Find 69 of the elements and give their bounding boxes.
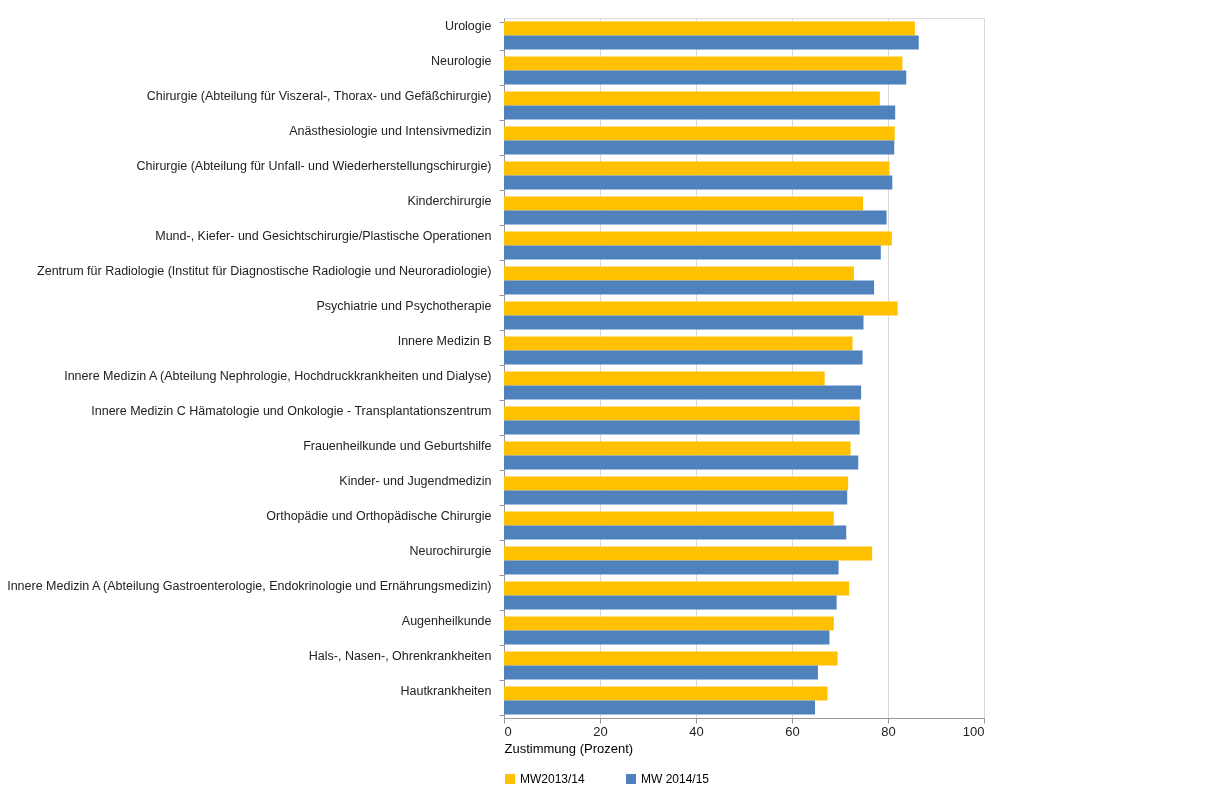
y-tick-label: Mund-, Kiefer- und Gesichtschirurgie/Plastische Operationen: [155, 229, 492, 243]
bar: [504, 476, 849, 491]
bar: [504, 420, 860, 435]
legend-label: MW 2014/15: [641, 772, 710, 786]
bar: [504, 105, 896, 120]
bar: [504, 560, 839, 575]
bar: [504, 665, 818, 680]
x-tick-label: 80: [881, 723, 896, 739]
y-tick-label: Anästhesiologie und Intensivmedizin: [289, 124, 492, 138]
bar: [504, 280, 875, 295]
bar: [504, 616, 834, 631]
bar: [504, 630, 830, 645]
bar: [504, 161, 890, 176]
y-tick-label: Hautkrankheiten: [400, 684, 492, 698]
y-tick-label: Kinderchirurgie: [407, 194, 492, 208]
bar: [504, 210, 887, 225]
y-tick-label: Psychiatrie und Psychotherapie: [316, 299, 492, 313]
bar: [504, 126, 895, 141]
y-tick-label: Neurologie: [431, 54, 492, 68]
x-tick-label: 60: [785, 723, 800, 739]
bar: [504, 350, 863, 365]
bar: [504, 525, 847, 540]
y-tick-label: Innere Medizin B: [397, 334, 492, 348]
x-tick-label: 0: [504, 723, 512, 739]
y-tick-label: Urologie: [444, 19, 492, 33]
bar: [504, 140, 895, 155]
y-tick-label: Innere Medizin A (Abteilung Nephrologie, Hochdruckkrankheiten und Dialyse): [64, 369, 492, 383]
bar: [504, 315, 864, 330]
bar: [504, 301, 898, 316]
y-tick-label: Orthopädie und Orthopädische Chirurgie: [266, 509, 492, 523]
bar: [504, 175, 893, 190]
y-tick-label: Hals-, Nasen-, Ohrenkrankheiten: [308, 649, 492, 663]
bar: [504, 35, 919, 50]
bar: [504, 245, 881, 260]
y-tick-label: Kinder- und Jugendmedizin: [339, 474, 492, 488]
bar: [504, 546, 873, 561]
bar: [504, 385, 862, 400]
bar: [504, 455, 859, 470]
bar: [504, 490, 848, 505]
y-tick-label: Frauenheilkunde und Geburtshilfe: [303, 439, 492, 453]
bar: [504, 441, 851, 456]
y-tick-label: Augenheilkunde: [401, 614, 492, 628]
x-tick-label: 100: [962, 723, 985, 739]
y-tick-label: Chirurgie (Abteilung für Viszeral-, Thorax- und Gefäßchirurgie): [146, 89, 492, 103]
bar: [504, 196, 864, 211]
y-tick-label: Innere Medizin A (Abteilung Gastroenterologie, Endokrinologie und Ernährungsmedizin): [7, 579, 492, 593]
bar: [504, 266, 854, 281]
y-tick-label: Neurochirurgie: [409, 544, 492, 558]
bar: [504, 231, 892, 246]
y-tick-label: Innere Medizin C Hämatologie und Onkologie - Transplantationszentrum: [91, 404, 492, 418]
x-axis-title: Zustimmung (Prozent): [504, 740, 634, 756]
bar: [504, 336, 853, 351]
bar: [504, 700, 816, 715]
bar: [504, 581, 850, 596]
bar: [504, 595, 837, 610]
x-tick-label: 40: [689, 723, 704, 739]
legend-label: MW2013/14: [520, 772, 586, 786]
x-tick-label: 20: [593, 723, 608, 739]
bar: [504, 686, 828, 701]
bar: [504, 21, 915, 36]
bar: [504, 371, 825, 386]
y-tick-label: Zentrum für Radiologie (Institut für Diagnostische Radiologie und Neuroradiologie): [37, 264, 492, 278]
bar: [504, 91, 880, 106]
bar: [504, 406, 860, 421]
bar: [504, 70, 907, 85]
bar: [504, 511, 834, 526]
y-tick-label: Chirurgie (Abteilung für Unfall- und Wiederherstellungschirurgie): [136, 159, 492, 173]
bar: [504, 651, 838, 666]
bar: [504, 56, 903, 71]
